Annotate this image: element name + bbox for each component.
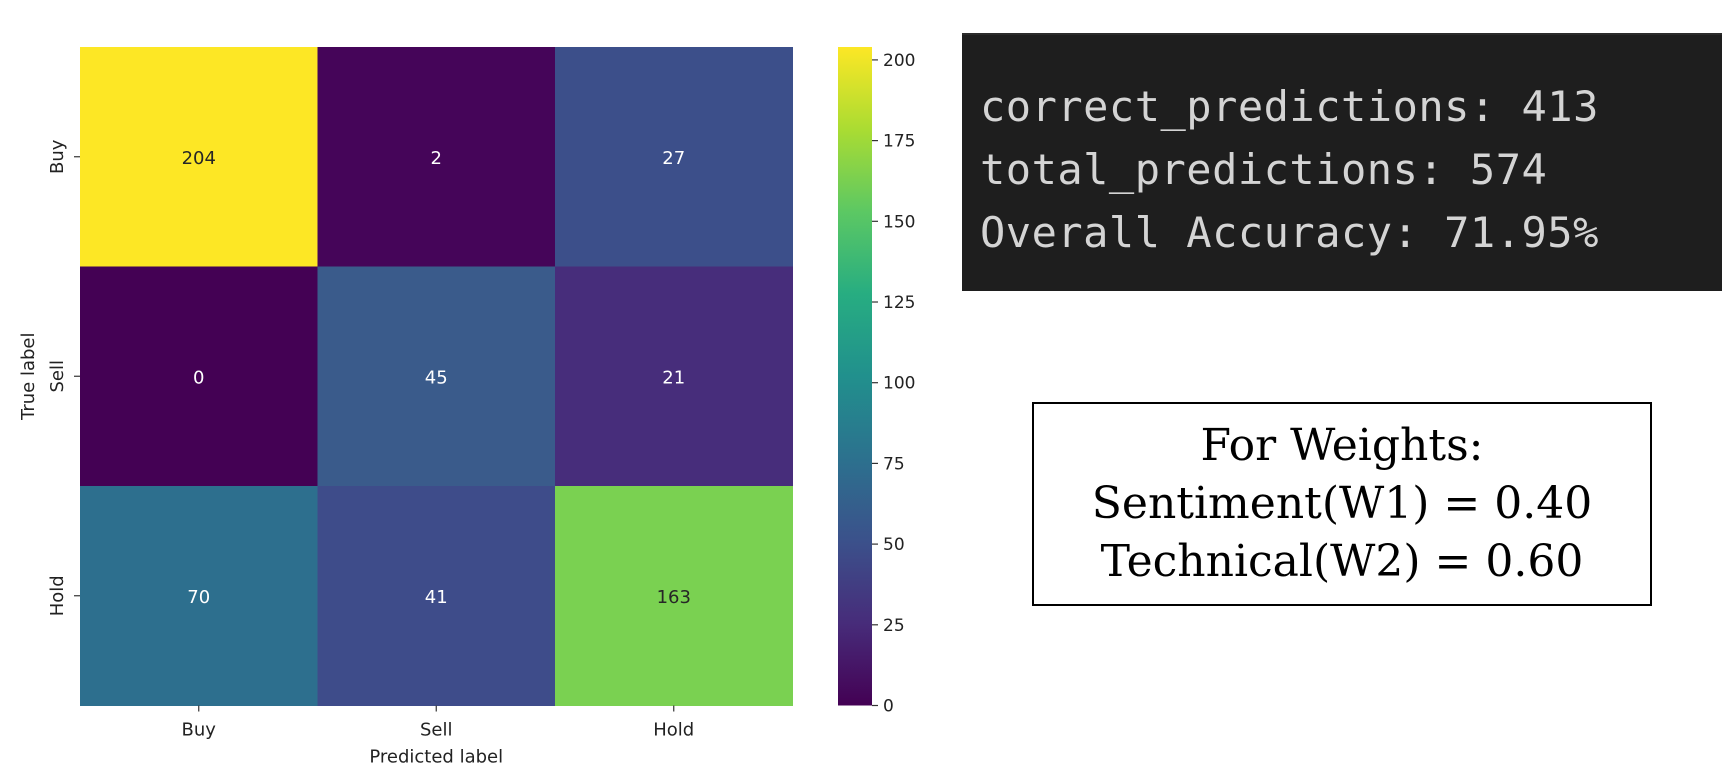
technical-weight: Technical(W2) = 0.60: [1100, 536, 1584, 587]
colorbar-tick-label: 150: [883, 212, 915, 232]
total-predictions-line: total_predictions: 574: [980, 145, 1548, 194]
x-tick-label: Sell: [420, 720, 453, 741]
heatmap-cell-sell-buy: [80, 266, 318, 487]
colorbar-tick-label: 125: [883, 293, 915, 313]
cell-value-label: 204: [182, 148, 216, 169]
terminal-output: correct_predictions: 413 total_predictio…: [962, 33, 1722, 291]
heatmap-cell-buy-buy: [80, 47, 318, 267]
correct-predictions-line: correct_predictions: 413: [980, 82, 1599, 131]
heatmap-cell-hold-hold: [555, 486, 793, 706]
heatmap-cell-buy-sell: [317, 47, 556, 267]
x-axis-label: Predicted label: [369, 747, 503, 768]
cell-value-label: 45: [425, 367, 448, 388]
y-tick-label: Sell: [47, 360, 68, 393]
cell-value-label: 41: [425, 587, 448, 608]
colorbar-tick-label: 75: [883, 454, 905, 474]
y-tick-label: Buy: [47, 139, 68, 174]
confusion-matrix-chart: 204 2 27 0 45 21 70 41 163 Buy Sell Hold Predicted l…: [18, 47, 915, 768]
x-tick-label: Buy: [182, 720, 217, 741]
weights-title: For Weights:: [1200, 420, 1484, 471]
colorbar-tick-label: 175: [883, 132, 915, 152]
heatmap-cell-hold-buy: [80, 486, 318, 706]
sentiment-weight: Sentiment(W1) = 0.40: [1091, 478, 1593, 529]
cell-value-label: 27: [662, 148, 685, 169]
cell-value-label: 0: [193, 367, 204, 388]
cell-value-label: 2: [431, 148, 442, 169]
colorbar-tick-label: 100: [883, 374, 915, 394]
heatmap-cell-hold-sell: [317, 486, 556, 706]
heatmap-cell-buy-hold: [555, 47, 793, 267]
cell-value-label: 163: [657, 587, 691, 608]
y-axis-label: True label: [18, 333, 39, 422]
colorbar-tick-label: 200: [883, 51, 915, 71]
colorbar-tick-label: 25: [883, 616, 905, 636]
y-tick-label: Hold: [47, 575, 68, 616]
cell-value-label: 70: [187, 587, 210, 608]
colorbar: [838, 47, 872, 706]
heatmap-cell-sell-hold: [555, 266, 793, 487]
colorbar-tick-label: 0: [883, 697, 894, 717]
x-tick-label: Hold: [653, 720, 694, 741]
weights-box: For Weights: Sentiment(W1) = 0.40 Techni…: [1032, 402, 1652, 606]
colorbar-tick-label: 50: [883, 535, 905, 555]
heatmap-cell-sell-sell: [317, 266, 556, 487]
cell-value-label: 21: [662, 367, 685, 388]
overall-accuracy-line: Overall Accuracy: 71.95%: [980, 208, 1599, 257]
